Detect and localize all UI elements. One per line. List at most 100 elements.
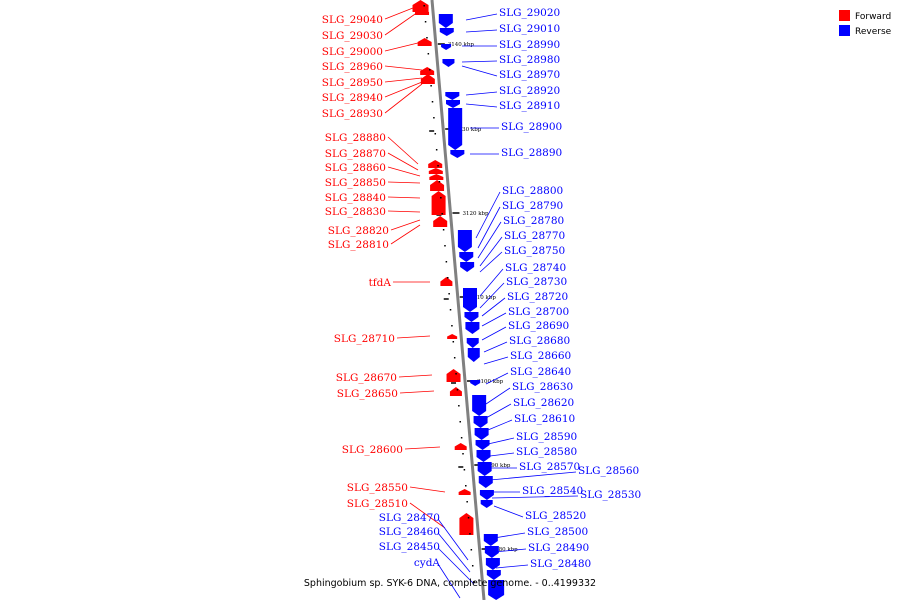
marker-dot	[455, 373, 457, 375]
forward-gene-label: SLG_28930	[322, 108, 383, 120]
reverse-gene-leader	[483, 356, 509, 365]
forward-gene-label: SLG_28850	[325, 177, 386, 189]
reverse-gene-leader	[481, 326, 507, 341]
reverse-gene-label: SLG_28630	[512, 381, 573, 393]
legend-swatch	[839, 25, 850, 36]
forward-gene-leader	[387, 166, 421, 177]
reverse-gene-label: SLG_28740	[505, 262, 566, 274]
reverse-gene-leader	[479, 236, 503, 267]
reverse-gene-block	[475, 440, 490, 450]
marker-dot	[424, 21, 427, 23]
forward-gene-leader	[396, 335, 431, 339]
marker-dot	[452, 341, 455, 343]
forward-gene-label: SLG_28860	[325, 162, 386, 174]
reverse-gene-leader	[491, 495, 579, 499]
marker-dot	[430, 85, 432, 87]
reverse-gene-label: SLG_28500	[527, 526, 588, 538]
reverse-gene-label: SLG_28680	[509, 335, 570, 347]
reverse-gene-label: SLG_28660	[510, 350, 571, 362]
forward-gene-block	[420, 67, 435, 75]
marker-dot	[469, 533, 471, 535]
reverse-gene-block	[463, 288, 477, 312]
forward-gene-leader	[390, 219, 421, 231]
reverse-gene-leader	[479, 282, 505, 309]
reverse-gene-leader	[465, 103, 498, 108]
forward-gene-label: SLG_28940	[322, 92, 383, 104]
reverse-gene-label: SLG_28780	[503, 215, 564, 227]
marker-dot	[467, 517, 470, 519]
reverse-gene-leader	[477, 221, 502, 259]
reverse-gene-leader	[485, 372, 509, 385]
forward-gene-block	[449, 387, 462, 396]
forward-gene-leader	[384, 11, 419, 36]
forward-gene-leader	[404, 446, 441, 450]
marker-dot	[447, 277, 449, 279]
forward-gene-block	[440, 277, 453, 286]
reverse-gene-block	[488, 580, 505, 600]
reverse-gene-leader	[489, 452, 515, 457]
forward-gene-block	[431, 191, 446, 215]
forward-gene-leader	[387, 181, 421, 184]
genome-axis	[430, 0, 486, 600]
marker-dot	[435, 149, 438, 151]
forward-gene-leader	[387, 196, 421, 199]
forward-gene-label: SLG_28880	[325, 132, 386, 144]
forward-gene-label: SLG_28820	[328, 225, 389, 237]
reverse-gene-leader	[487, 437, 515, 445]
marker-dot	[438, 181, 441, 183]
reverse-gene-label: SLG_28720	[507, 291, 568, 303]
forward-gene-leader	[399, 390, 435, 394]
reverse-gene-leader	[437, 518, 469, 561]
marker-dot	[459, 421, 461, 423]
forward-gene-block	[412, 0, 429, 12]
reverse-gene-leader	[479, 268, 504, 297]
marker-dot	[445, 261, 448, 263]
legend-label: Reverse	[855, 27, 892, 37]
genome-caption: Sphingobium sp. SYK-6 DNA, complete geno…	[303, 578, 597, 589]
reverse-gene-block	[438, 14, 453, 28]
scale-tick-label: 3120 kbp	[462, 211, 489, 217]
forward-gene-block	[429, 174, 444, 180]
forward-gene-leader	[384, 83, 423, 114]
reverse-gene-block	[457, 230, 472, 252]
marker-dot	[463, 469, 466, 471]
reverse-gene-leader	[461, 60, 498, 63]
reverse-gene-leader	[437, 563, 461, 599]
marker-dot	[465, 485, 467, 487]
reverse-gene-block	[445, 92, 460, 100]
forward-gene-block	[415, 9, 430, 15]
forward-gene-block	[417, 38, 432, 46]
reverse-gene-leader	[495, 564, 529, 569]
reverse-gene-block	[467, 348, 480, 362]
forward-gene-leader	[384, 77, 423, 83]
reverse-gene-label: SLG_28580	[516, 446, 577, 458]
forward-gene-label: SLG_28870	[325, 148, 386, 160]
reverse-gene-label: SLG_28750	[504, 245, 565, 257]
marker-dot	[433, 117, 435, 119]
reverse-gene-label: SLG_28990	[499, 39, 560, 51]
reverse-gene-label: SLG_28980	[499, 54, 560, 66]
forward-gene-block	[428, 168, 443, 174]
forward-gene-block	[454, 443, 467, 450]
forward-gene-label: SLG_28950	[322, 77, 383, 89]
reverse-gene-block	[478, 476, 493, 488]
scale-tick-label: 3130 kbp	[455, 127, 482, 133]
forward-gene-leader	[387, 136, 419, 165]
marker-dot	[434, 133, 437, 135]
reverse-gene-block	[473, 416, 488, 428]
marker-dot	[462, 453, 464, 455]
marker-dot	[431, 101, 434, 103]
marker-dot	[427, 53, 430, 55]
reverse-gene-block	[448, 108, 463, 150]
forward-gene-label: SLG_28650	[337, 388, 398, 400]
reverse-gene-label: SLG_28490	[528, 542, 589, 554]
forward-gene-block	[459, 513, 474, 535]
reverse-gene-leader	[493, 532, 526, 539]
marker-dot	[456, 389, 459, 391]
reverse-gene-block	[441, 44, 452, 50]
reverse-gene-label: SLG_28590	[516, 431, 577, 443]
forward-gene-block	[446, 369, 461, 382]
reverse-gene-block	[485, 558, 500, 570]
reverse-gene-label: SLG_28770	[504, 230, 565, 242]
